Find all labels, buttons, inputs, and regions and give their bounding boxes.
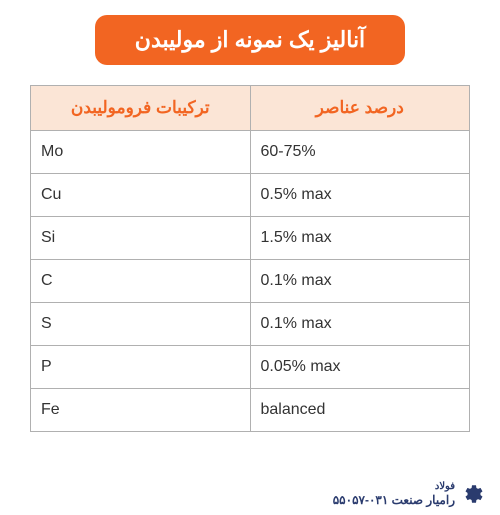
cell-element: Fe — [31, 389, 251, 432]
footer-branding: فولاد رامیار صنعت ۰۳۱-۵۵۰۵۷ — [333, 481, 485, 507]
cell-value: 60-75% — [250, 131, 470, 174]
cell-value: 0.1% max — [250, 303, 470, 346]
column-header-compounds: ترکیبات فرومولیبدن — [31, 86, 251, 131]
table-row: S 0.1% max — [31, 303, 470, 346]
analysis-table-container: ترکیبات فرومولیبدن درصد عناصر Mo 60-75% … — [30, 85, 470, 432]
cell-value: balanced — [250, 389, 470, 432]
table-row: Si 1.5% max — [31, 217, 470, 260]
cell-element: C — [31, 260, 251, 303]
cell-value: 0.5% max — [250, 174, 470, 217]
gear-icon — [461, 482, 485, 506]
table-row: P 0.05% max — [31, 346, 470, 389]
cell-element: Mo — [31, 131, 251, 174]
table-row: Cu 0.5% max — [31, 174, 470, 217]
cell-value: 1.5% max — [250, 217, 470, 260]
column-header-percent: درصد عناصر — [250, 86, 470, 131]
table-header-row: ترکیبات فرومولیبدن درصد عناصر — [31, 86, 470, 131]
footer-line1: فولاد — [333, 481, 455, 493]
cell-value: 0.05% max — [250, 346, 470, 389]
table-row: Fe balanced — [31, 389, 470, 432]
cell-element: Cu — [31, 174, 251, 217]
cell-element: Si — [31, 217, 251, 260]
cell-element: P — [31, 346, 251, 389]
table-row: C 0.1% max — [31, 260, 470, 303]
cell-element: S — [31, 303, 251, 346]
table-row: Mo 60-75% — [31, 131, 470, 174]
footer-text: فولاد رامیار صنعت ۰۳۱-۵۵۰۵۷ — [333, 481, 455, 507]
cell-value: 0.1% max — [250, 260, 470, 303]
page-title: آنالیز یک نمونه از مولیبدن — [95, 15, 405, 65]
analysis-table: ترکیبات فرومولیبدن درصد عناصر Mo 60-75% … — [30, 85, 470, 432]
